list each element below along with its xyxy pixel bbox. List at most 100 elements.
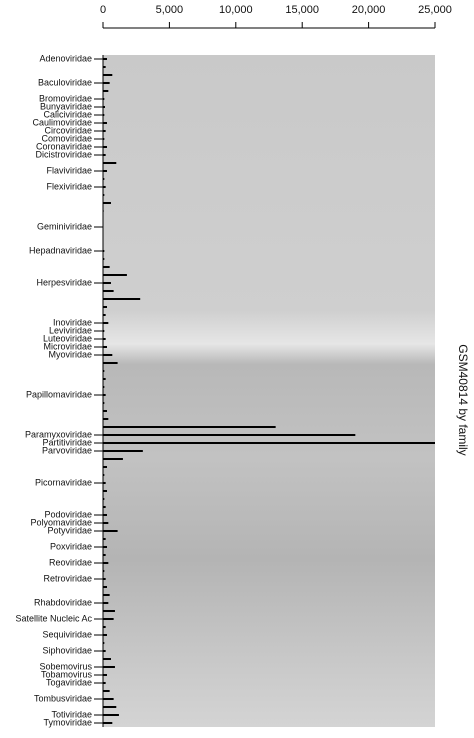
y-tick-label: Tymoviridae: [43, 717, 92, 727]
bar: [103, 658, 111, 660]
y-tick-label: Podoviridae: [44, 509, 92, 519]
bar: [103, 266, 110, 268]
y-axis-title: GSM40814 by family: [456, 344, 470, 455]
bar: [103, 442, 435, 444]
y-tick-label: Parvoviridae: [42, 445, 92, 455]
y-tick-label: Circoviridae: [44, 125, 92, 135]
y-tick-label: Paramyxoviridae: [25, 429, 92, 439]
bar: [103, 298, 141, 300]
bar: [103, 90, 109, 92]
bar: [103, 274, 127, 276]
bar: [103, 618, 114, 620]
x-tick-label: 10,000: [219, 4, 253, 16]
y-tick-label: Caulimoviridae: [32, 117, 92, 127]
y-tick-label: Geminiviridae: [37, 221, 92, 231]
y-tick-label: Dicistroviridae: [35, 149, 92, 159]
x-tick-label: 20,000: [352, 4, 386, 16]
bar: [103, 634, 107, 636]
bar: [103, 602, 109, 604]
bar: [103, 698, 114, 700]
bar: [103, 282, 111, 284]
bar: [103, 402, 105, 404]
bar: [103, 202, 111, 204]
bar: [103, 682, 106, 684]
y-tick-label: Potyviridae: [47, 525, 92, 535]
bar: [103, 642, 105, 644]
bar: [103, 58, 107, 60]
bar: [103, 66, 106, 68]
bar: [103, 418, 109, 420]
y-tick-label: Myoviridae: [48, 349, 92, 359]
bar: [103, 74, 113, 76]
y-tick-label: Picornaviridae: [35, 477, 92, 487]
bar: [103, 714, 119, 716]
y-tick-label: Baculoviridae: [38, 77, 92, 87]
bar: [103, 306, 107, 308]
y-tick-label: Luteoviridae: [43, 333, 92, 343]
bar: [103, 322, 109, 324]
bar: [103, 138, 105, 140]
y-tick-label: Rhabdoviridae: [34, 597, 92, 607]
y-tick-label: Togaviridae: [46, 677, 92, 687]
y-tick-label: Bunyaviridae: [40, 101, 92, 111]
bar: [103, 130, 106, 132]
bar: [103, 482, 106, 484]
bar: [103, 410, 107, 412]
x-tick-label: 15,000: [285, 4, 319, 16]
bar: [103, 194, 105, 196]
y-tick-label: Polyomaviridae: [30, 517, 92, 527]
y-tick-label: Bromoviridae: [39, 93, 92, 103]
bar: [103, 674, 107, 676]
y-tick-label: Tombusviridae: [34, 693, 92, 703]
y-tick-label: Tobamovirus: [41, 669, 93, 679]
bar: [103, 98, 105, 100]
bar: [103, 250, 105, 252]
bar: [103, 258, 105, 260]
bar: [103, 106, 105, 108]
bar: [103, 314, 106, 316]
y-tick-label: Microviridae: [43, 341, 92, 351]
y-tick-label: Comoviridae: [41, 133, 92, 143]
bar: [103, 330, 105, 332]
y-tick-label: Hepadnaviridae: [29, 245, 92, 255]
bar: [103, 154, 106, 156]
bar: [103, 546, 107, 548]
bar: [103, 82, 110, 84]
bar: [103, 514, 107, 516]
bar: [103, 522, 109, 524]
y-tick-label: Poxviridae: [50, 541, 92, 551]
bar: [103, 386, 105, 388]
y-tick-label: Retroviridae: [43, 573, 92, 583]
bar: [103, 146, 107, 148]
y-tick-label: Flexiviridae: [46, 181, 92, 191]
y-tick-label: Partitiviridae: [42, 437, 92, 447]
y-tick-label: Reoviridae: [49, 557, 92, 567]
bar: [103, 354, 113, 356]
y-tick-label: Caliciviridae: [43, 109, 92, 119]
y-tick-label: Papillomaviridae: [26, 389, 92, 399]
bar: [103, 458, 123, 460]
y-tick-label: Inoviridae: [53, 317, 92, 327]
x-tick-label: 5,000: [156, 4, 184, 16]
bar: [103, 706, 117, 708]
bar: [103, 186, 106, 188]
y-tick-label: Coronaviridae: [36, 141, 92, 151]
bar: [103, 362, 118, 364]
bar: [103, 114, 105, 116]
bar: [103, 506, 106, 508]
bar: [103, 578, 106, 580]
plot-background: [103, 55, 435, 727]
bar: [103, 378, 106, 380]
bar: [103, 370, 105, 372]
y-tick-label: Totiviridae: [51, 709, 92, 719]
bar: [103, 290, 114, 292]
y-tick-label: Adenoviridae: [39, 53, 92, 63]
bar: [103, 346, 107, 348]
bar: [103, 650, 106, 652]
bar: [103, 210, 104, 212]
bar: [103, 122, 107, 124]
bar: [103, 626, 106, 628]
bar: [103, 170, 107, 172]
bar: [103, 162, 117, 164]
